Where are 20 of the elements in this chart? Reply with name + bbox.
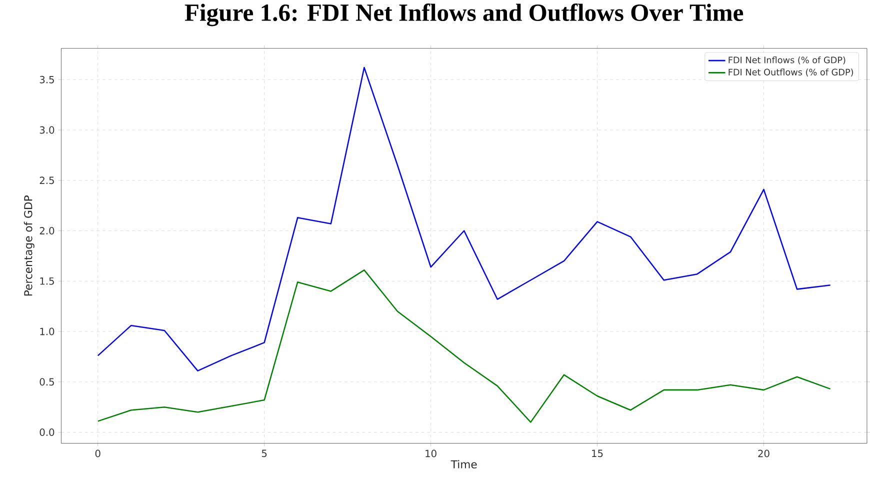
line-series — [97, 66, 831, 372]
y-tick-label: 3.5 — [40, 76, 54, 84]
y-tick-label: 2.5 — [40, 176, 54, 184]
x-tick-label: 15 — [592, 450, 603, 458]
x-axis-title: Time — [450, 460, 477, 468]
legend-label: FDI Net Inflows (% of GDP) — [728, 56, 846, 64]
y-tick-label: 0.5 — [40, 378, 54, 386]
line-series — [97, 269, 831, 423]
x-tick-label: 20 — [758, 450, 770, 458]
y-tick-label: 3.0 — [40, 126, 54, 134]
legend-label: FDI Net Outflows (% of GDP) — [728, 68, 854, 77]
y-tick-label: 1.0 — [40, 328, 54, 336]
x-tick-label: 5 — [262, 450, 267, 458]
x-tick-label: 10 — [426, 450, 436, 458]
y-tick-label: 0.0 — [40, 428, 54, 436]
y-axis-title: Percentage of GDP — [24, 196, 34, 296]
chart-title: Figure 1.6: FDI Net Inflows and Outflows Over Time — [184, 4, 744, 26]
x-tick-label: 0 — [95, 450, 100, 458]
y-tick-label: 1.5 — [40, 278, 54, 285]
y-tick-label: 2.0 — [40, 227, 54, 235]
